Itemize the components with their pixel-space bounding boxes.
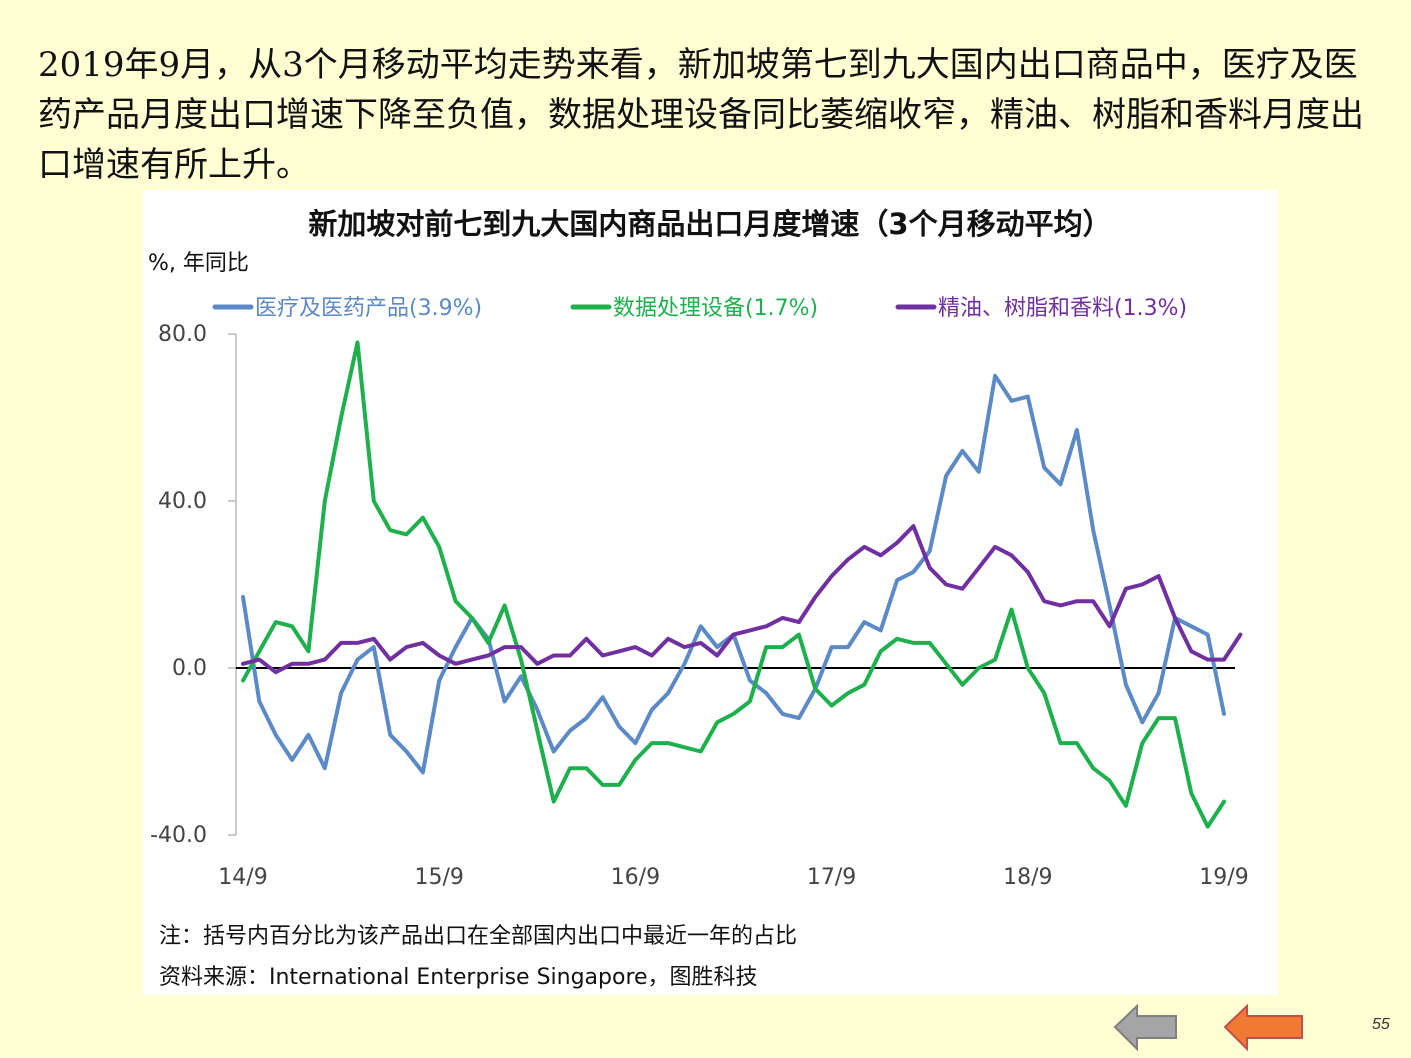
x-tick-label: 15/9	[414, 865, 463, 890]
x-tick-label: 14/9	[218, 865, 267, 890]
previous-page-button[interactable]	[1112, 1003, 1182, 1053]
next-page-button[interactable]	[1222, 1003, 1307, 1053]
line-chart: 新加坡对前七到九大国内商品出口月度增速（3个月移动平均） %, 年同比医疗及医药产…	[148, 207, 1249, 990]
y-axis-label: %, 年同比	[148, 251, 249, 276]
y-tick-label: -40.0	[150, 823, 207, 848]
x-tick-label: 16/9	[611, 865, 660, 890]
chart-note: 资料来源：International Enterprise Singapore，…	[159, 965, 758, 990]
x-tick-label: 19/9	[1199, 865, 1248, 890]
legend-label: 数据处理设备(1.7%)	[613, 296, 818, 321]
legend-label: 精油、树脂和香料(1.3%)	[938, 296, 1187, 321]
y-tick-label: 0.0	[172, 656, 207, 681]
chart-note: 注：括号内百分比为该产品出口在全部国内出口中最近一年的占比	[159, 924, 797, 949]
x-tick-label: 17/9	[807, 865, 856, 890]
y-tick-label: 40.0	[158, 489, 207, 514]
y-tick-label: 80.0	[158, 322, 207, 347]
arrow-left-icon	[1223, 1003, 1303, 1052]
x-tick-label: 18/9	[1003, 865, 1052, 890]
page-number: 55	[1372, 1016, 1390, 1033]
series-line	[241, 524, 1243, 675]
headline-text: 2019年9月，从3个月移动平均走势来看，新加坡第七到九大国内出口商品中，医疗及…	[38, 45, 1364, 185]
legend-label: 医疗及医药产品(3.9%)	[255, 296, 482, 321]
chart-card: 新加坡对前七到九大国内商品出口月度增速（3个月移动平均） %, 年同比 医疗及医药产…	[143, 190, 1278, 995]
series-line	[241, 340, 1226, 829]
chart-title: 新加坡对前七到九大国内商品出口月度增速（3个月移动平均）	[308, 207, 1111, 241]
arrow-left-icon	[1113, 1003, 1177, 1052]
